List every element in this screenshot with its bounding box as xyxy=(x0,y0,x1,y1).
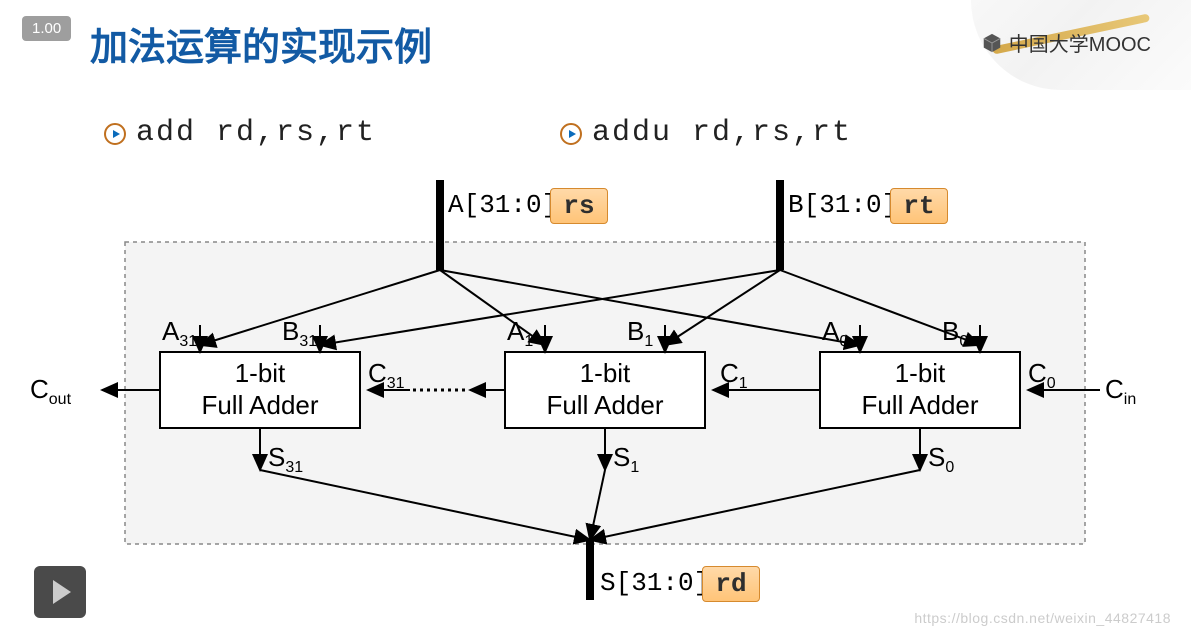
slide-number-badge: 1.00 xyxy=(22,16,71,41)
instruction-addu: addu rd,rs,rt xyxy=(560,116,852,150)
svg-text:1-bit: 1-bit xyxy=(235,358,286,388)
svg-text:1-bit: 1-bit xyxy=(895,358,946,388)
tag-rd: rd xyxy=(702,566,766,602)
bullet-icon xyxy=(560,123,582,145)
tag-rs: rs xyxy=(550,188,614,224)
play-button[interactable] xyxy=(34,566,86,618)
bus-s-label: S[31:0] xyxy=(600,568,709,598)
mooc-logo: 中国大学MOOC xyxy=(981,28,1151,57)
cube-icon xyxy=(981,32,1003,54)
instr-add-text: add rd,rs,rt xyxy=(136,116,376,150)
label-cout: Cout xyxy=(30,374,72,408)
bus-b-label: B[31:0] xyxy=(788,190,897,220)
adder-diagram: A[31:0] rs B[31:0] rt 1-bit Full Adder A… xyxy=(10,170,1181,616)
instr-addu-text: addu rd,rs,rt xyxy=(592,116,852,150)
svg-text:Full Adder: Full Adder xyxy=(861,390,978,420)
page-title: 加法运算的实现示例 xyxy=(90,16,432,71)
bullet-icon xyxy=(104,123,126,145)
logo-text: 中国大学MOOC xyxy=(1009,28,1151,57)
instruction-add: add rd,rs,rt xyxy=(104,116,376,150)
svg-text:Full Adder: Full Adder xyxy=(201,390,318,420)
watermark: https://blog.csdn.net/weixin_44827418 xyxy=(914,610,1171,626)
svg-text:Full Adder: Full Adder xyxy=(546,390,663,420)
label-cin: Cin xyxy=(1105,374,1136,408)
tag-rt: rt xyxy=(890,188,954,224)
bus-a-label: A[31:0] xyxy=(448,190,557,220)
svg-text:1-bit: 1-bit xyxy=(580,358,631,388)
